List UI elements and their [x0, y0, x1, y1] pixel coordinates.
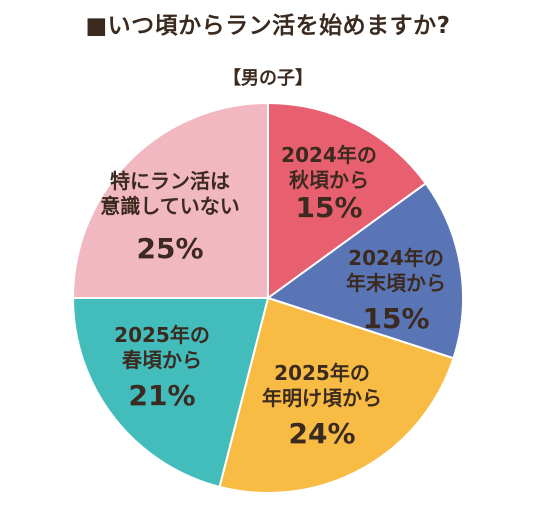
slice-value-1: 15% — [295, 191, 362, 224]
pie-slice-4 — [71, 297, 270, 489]
pie-slice-3 — [218, 296, 455, 494]
slice-label-5: 特にラン活は意識していない — [100, 169, 239, 218]
slice-value-4: 21% — [128, 379, 195, 412]
slice-label-1: 2024年の秋頃から — [281, 143, 377, 192]
chart-title: ■いつ頃からラン活を始めますか? — [85, 13, 451, 39]
chart-subtitle: 【男の子】 — [223, 68, 313, 89]
pie-slice-1 — [267, 101, 428, 300]
pie-slice-2 — [265, 181, 464, 360]
slice-value-3: 24% — [288, 417, 355, 450]
slice-value-2: 15% — [362, 302, 429, 335]
slice-label-3: 2025年の年明け頃から — [262, 361, 382, 410]
slice-label-4: 2025年の春頃から — [114, 323, 210, 372]
slice-value-5: 25% — [136, 232, 203, 265]
slice-label-2: 2024年の年末頃から — [346, 246, 446, 295]
pie-slice-5 — [71, 101, 269, 299]
